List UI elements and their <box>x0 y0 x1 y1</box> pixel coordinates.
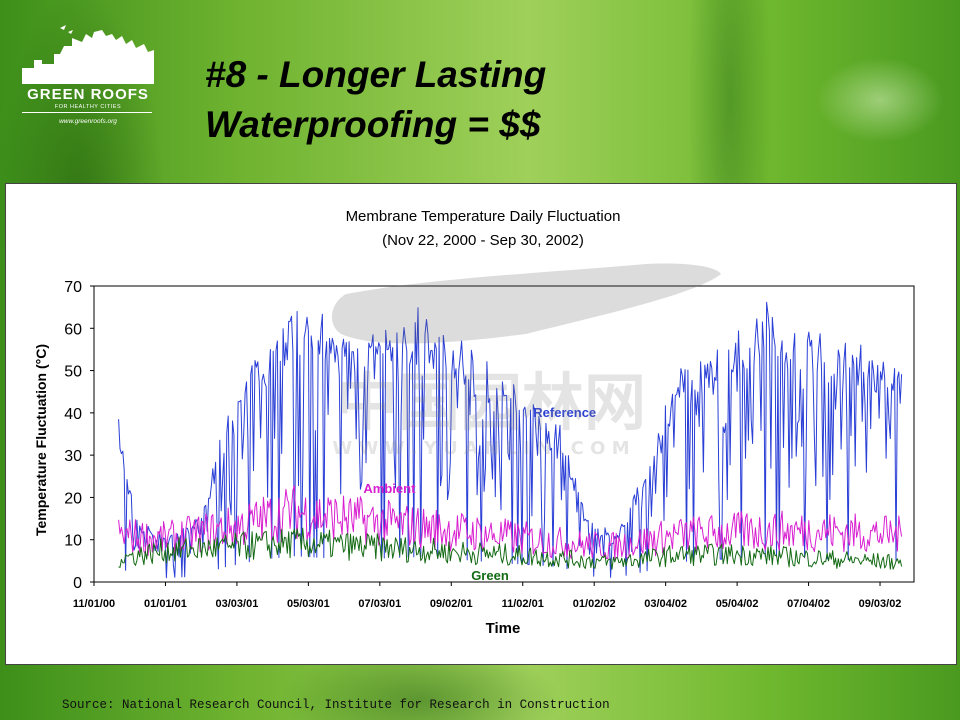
y-tick-label: 70 <box>64 279 82 296</box>
y-tick-label: 10 <box>64 533 82 550</box>
series-line-green <box>118 527 903 570</box>
chart-subtitle: (Nov 22, 2000 - Sep 30, 2002) <box>382 232 584 249</box>
logo-url: www.greenroofs.org <box>59 118 117 125</box>
y-tick-label: 30 <box>64 448 82 465</box>
slide-title-line-2: Waterproofing = $$ <box>205 104 541 145</box>
watermark-chinese-text: 中国园林网 <box>336 366 646 439</box>
logo-text-block: GREEN ROOFS FOR HEALTHY CITIES www.green… <box>20 86 156 125</box>
green-roofs-logo-icon <box>22 25 154 84</box>
x-tick-label: 05/04/02 <box>716 598 759 610</box>
y-tick-label: 60 <box>64 321 82 338</box>
x-tick-label: 01/02/02 <box>573 598 616 610</box>
x-tick-label: 05/03/01 <box>287 598 330 610</box>
x-tick-label: 07/04/02 <box>787 598 830 610</box>
slide-title: #8 - Longer Lasting Waterproofing = $$ <box>205 50 685 150</box>
x-tick-label: 03/04/02 <box>644 598 687 610</box>
x-tick-label: 11/01/00 <box>73 598 115 610</box>
plot-frame <box>93 285 915 583</box>
chart-panel: Membrane Temperature Daily Fluctuation (… <box>5 183 957 665</box>
logo-divider <box>22 112 152 113</box>
x-tick-label: 01/01/01 <box>144 598 187 610</box>
watermark: 中国园林网 W W W . Y U A N L I N . C O M <box>331 263 721 459</box>
y-tick-label: 50 <box>64 364 82 381</box>
series-line-reference <box>118 301 903 579</box>
x-tick-label: 07/03/01 <box>358 598 401 610</box>
x-tick-label: 09/02/01 <box>430 598 473 610</box>
y-tick-label: 0 <box>73 575 82 592</box>
watermark-url-text: W W W . Y U A N L I N . C O M <box>332 438 629 459</box>
series-label-reference: Reference <box>533 405 596 420</box>
x-tick-label: 03/03/01 <box>216 598 259 610</box>
x-tick-label: 09/03/02 <box>859 598 902 610</box>
y-tick-label: 20 <box>64 490 82 507</box>
series-label-ambient: Ambient <box>363 481 416 496</box>
chart-title: Membrane Temperature Daily Fluctuation <box>346 208 621 225</box>
x-axis-label: Time <box>486 620 521 637</box>
x-tick-label: 11/02/01 <box>502 598 544 610</box>
slide-title-line-1: #8 - Longer Lasting <box>205 54 547 95</box>
y-axis-label: Temperature Fluctuation (°C) <box>33 344 49 536</box>
series-label-green: Green <box>471 568 509 583</box>
logo-subtitle: FOR HEALTHY CITIES <box>54 104 122 110</box>
plot-area: 0 10 20 30 40 50 60 70 11/01/00 01/01/01 03/03/01 0… <box>64 279 915 610</box>
logo-title: GREEN ROOFS <box>27 86 149 103</box>
source-citation: Source: National Research Council, Insti… <box>62 698 610 712</box>
watermark-brush-stroke <box>331 263 721 344</box>
y-tick-label: 40 <box>64 406 82 423</box>
temperature-chart: Membrane Temperature Daily Fluctuation (… <box>33 208 915 637</box>
